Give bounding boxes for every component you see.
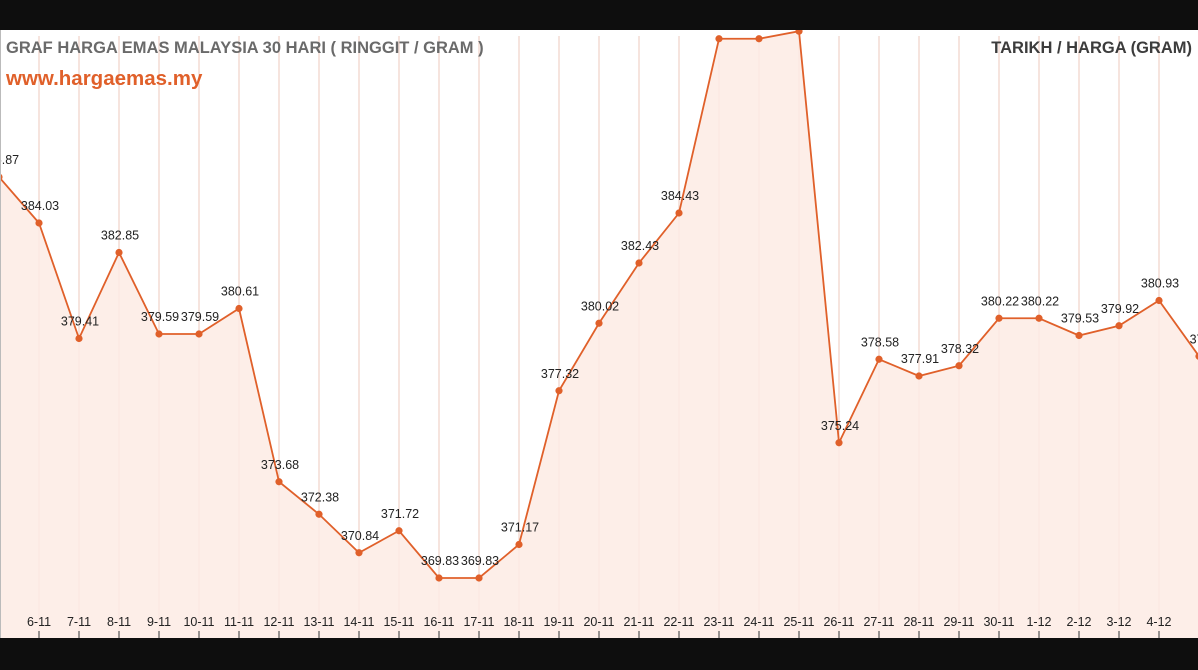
data-point — [395, 527, 403, 535]
data-point — [435, 574, 443, 582]
x-tick-label: 13-11 — [303, 615, 334, 629]
data-label: 371.17 — [501, 521, 539, 535]
area-fill — [0, 31, 1198, 638]
data-label: 375.24 — [821, 419, 859, 433]
data-point — [1115, 322, 1123, 330]
data-label: 372.38 — [301, 490, 339, 504]
data-point — [235, 304, 243, 313]
data-point — [715, 35, 723, 43]
data-point — [1075, 331, 1083, 340]
data-label: 377.91 — [901, 352, 939, 366]
data-label: 373.68 — [261, 458, 299, 472]
x-tick-label: 6-11 — [27, 615, 51, 629]
x-tick-label: 14-11 — [343, 615, 374, 629]
x-tick-label: 7-11 — [67, 615, 91, 629]
data-label: 369.83 — [461, 554, 499, 568]
data-label: 382.85 — [101, 229, 139, 243]
x-tick-label: 9-11 — [147, 615, 171, 629]
data-point — [1155, 296, 1163, 305]
data-label: 369.83 — [421, 554, 459, 568]
x-tick-label: 27-11 — [863, 615, 894, 629]
data-point — [115, 248, 123, 257]
x-tick-label: 20-11 — [583, 615, 614, 629]
x-tick-label: 15-11 — [383, 615, 414, 629]
data-points — [0, 27, 1198, 582]
data-label: 384.03 — [21, 199, 59, 213]
x-tick-label: 21-11 — [623, 615, 654, 629]
data-labels: 385.87384.03379.41382.85379.59379.59380.… — [0, 153, 1198, 568]
data-point — [155, 330, 163, 338]
data-point — [835, 439, 843, 447]
x-tick-label: 18-11 — [503, 615, 534, 629]
data-point — [955, 362, 963, 370]
data-label: 380.93 — [1141, 277, 1179, 291]
data-point — [315, 510, 323, 518]
chart-title: GRAF HARGA EMAS MALAYSIA 30 HARI ( RINGG… — [6, 39, 484, 57]
data-point — [475, 574, 483, 582]
x-tick-label: 2-12 — [1066, 615, 1091, 629]
x-tick-label: 29-11 — [943, 615, 974, 629]
legend-title: TARIKH / HARGA (GRAM) — [991, 39, 1192, 57]
x-tick-label: 19-11 — [543, 615, 574, 629]
x-tick-label: 23-11 — [703, 615, 734, 629]
data-label: 371.72 — [381, 507, 419, 521]
data-point — [635, 259, 643, 267]
data-label: 380.22 — [981, 294, 1019, 308]
website-link[interactable]: www.hargaemas.my — [6, 67, 203, 90]
data-point — [35, 219, 43, 227]
data-label: 370.84 — [341, 529, 379, 543]
x-tick-label: 17-11 — [463, 615, 494, 629]
x-tick-label: 4-12 — [1146, 615, 1171, 629]
x-tick-label: 24-11 — [743, 615, 774, 629]
data-point — [75, 334, 83, 343]
x-tick-label: 12-11 — [263, 615, 294, 629]
x-tick-label: 28-11 — [903, 615, 934, 629]
x-tick-label: 1-12 — [1026, 615, 1051, 629]
x-tick-label: 26-11 — [823, 615, 854, 629]
x-tick-label: 8-11 — [107, 615, 131, 629]
x-tick-label: 22-11 — [663, 615, 694, 629]
data-point — [1195, 352, 1198, 360]
data-point — [995, 314, 1003, 322]
data-point — [1035, 314, 1043, 322]
area-path — [0, 31, 1198, 638]
data-point — [595, 319, 603, 327]
x-tick-label: 10-11 — [183, 615, 214, 629]
data-label: 378 — [1190, 332, 1198, 346]
data-label: 379.41 — [61, 315, 99, 329]
x-tick-label: 11-11 — [224, 615, 254, 629]
data-label: 378.58 — [861, 335, 899, 349]
data-point — [515, 540, 523, 549]
data-point — [275, 478, 283, 486]
data-point — [675, 209, 683, 217]
data-point — [875, 355, 883, 363]
data-label: 385.87 — [0, 153, 19, 167]
data-point — [355, 549, 363, 557]
top-black-bar — [0, 0, 1198, 30]
x-tick-label: 30-11 — [983, 615, 1014, 629]
data-label: 380.61 — [221, 285, 259, 299]
data-label: 379.92 — [1101, 302, 1139, 316]
data-point — [755, 35, 763, 43]
x-axis-ticks: 6-11 7-11 8-11 9-11 10-11 11-11 12-11 13-11 14-1… — [27, 615, 1172, 638]
data-point — [555, 387, 563, 395]
x-tick-label: 3-12 — [1106, 615, 1131, 629]
data-label: 380.22 — [1021, 294, 1059, 308]
data-label: 379.59 — [181, 310, 219, 324]
data-label: 380.02 — [581, 299, 619, 313]
x-tick-label: 25-11 — [783, 615, 814, 629]
data-label: 382.43 — [621, 239, 659, 253]
data-label: 379.53 — [1061, 312, 1099, 326]
data-label: 379.59 — [141, 310, 179, 324]
data-label: 378.32 — [941, 342, 979, 356]
data-label: 377.32 — [541, 367, 579, 381]
bottom-black-bar — [0, 638, 1198, 670]
data-label: 384.43 — [661, 189, 699, 203]
data-point — [195, 330, 203, 338]
x-tick-label: 16-11 — [423, 615, 454, 629]
data-point — [915, 372, 923, 380]
